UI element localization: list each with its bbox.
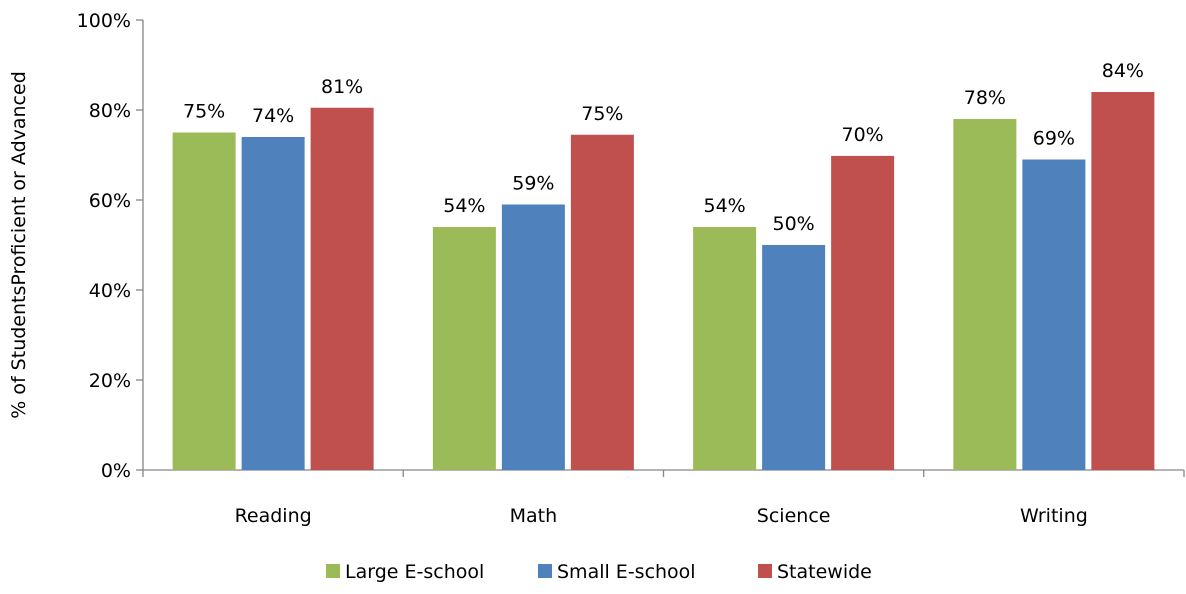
legend: Large E-school Small E-school Statewide: [326, 561, 872, 583]
y-tick-label: 80%: [89, 100, 131, 122]
category-labels: Reading Math Science Writing: [235, 505, 1088, 527]
bar-reading-small-e-school: [241, 137, 305, 470]
category-label: Reading: [235, 505, 312, 527]
legend-label: Small E-school: [557, 561, 696, 583]
data-label: 70%: [842, 124, 884, 146]
bar-writing-statewide: [1091, 92, 1155, 470]
legend-label: Statewide: [777, 561, 872, 583]
data-label: 50%: [773, 213, 815, 235]
bar-reading-statewide: [310, 107, 374, 470]
data-label: 74%: [252, 105, 294, 127]
bar-science-statewide: [831, 155, 895, 470]
y-tick-label: 60%: [89, 190, 131, 212]
bar-math-large-e-school: [432, 227, 496, 470]
legend-swatch: [538, 564, 552, 578]
y-axis-ticks: 0% 20% 40% 60% 80% 100%: [77, 10, 143, 482]
data-label: 78%: [964, 87, 1006, 109]
category-label: Science: [757, 505, 831, 527]
bars: [172, 92, 1155, 470]
data-label: 54%: [704, 195, 746, 217]
data-labels: 75% 74% 81% 54% 59% 75% 54% 50% 70% 78% 69% 84%: [183, 60, 1144, 235]
bar-reading-large-e-school: [172, 132, 236, 470]
data-label: 84%: [1102, 60, 1144, 82]
bar-science-large-e-school: [693, 227, 757, 470]
legend-swatch: [326, 564, 340, 578]
data-label: 81%: [321, 76, 363, 98]
category-label: Writing: [1020, 505, 1088, 527]
bar-math-small-e-school: [501, 204, 565, 470]
data-label: 59%: [512, 173, 554, 195]
y-tick-label: 20%: [89, 370, 131, 392]
data-label: 75%: [581, 103, 623, 125]
y-axis-title: % of StudentsProficient or Advanced: [8, 71, 30, 419]
bar-writing-small-e-school: [1022, 159, 1086, 470]
y-axis-title-group: % of StudentsProficient or Advanced: [8, 71, 30, 419]
bar-writing-large-e-school: [953, 119, 1017, 470]
data-label: 75%: [183, 101, 225, 123]
category-label: Math: [510, 505, 558, 527]
y-tick-label: 0%: [101, 460, 131, 482]
data-label: 69%: [1033, 128, 1075, 150]
bar-math-statewide: [570, 134, 634, 470]
legend-label: Large E-school: [345, 561, 484, 583]
y-tick-label: 100%: [77, 10, 131, 32]
legend-swatch: [758, 564, 772, 578]
data-label: 54%: [443, 195, 485, 217]
y-tick-label: 40%: [89, 280, 131, 302]
bar-science-small-e-school: [762, 245, 826, 470]
